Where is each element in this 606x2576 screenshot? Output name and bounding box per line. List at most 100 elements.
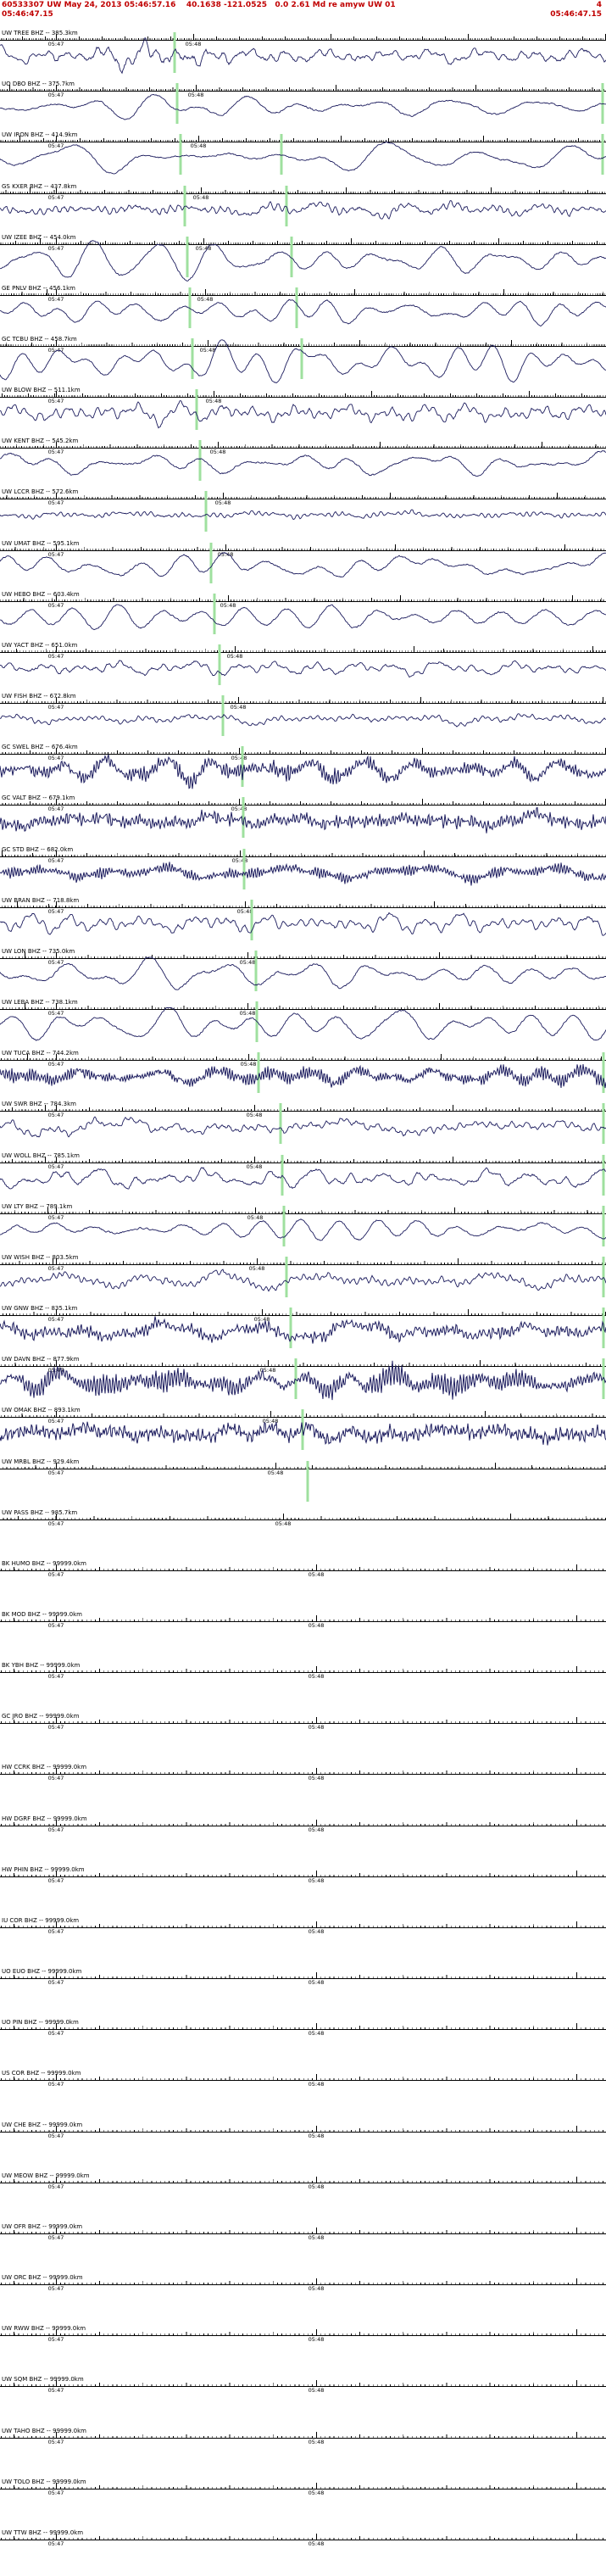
time-axis-line [0,1213,606,1214]
station-label: BK HUMO BHZ -- 99999.0km [2,1559,86,1567]
tick-marks [0,645,606,652]
minute-label: 05:48 [308,2285,325,2292]
phase-marker[interactable] [602,1154,605,1196]
minute-label: 05:47 [47,755,64,762]
phase-marker[interactable] [195,389,198,431]
minute-label: 05:48 [308,1673,325,1681]
minute-label: 05:48 [253,1316,270,1323]
phase-marker[interactable] [255,1001,259,1042]
phase-marker[interactable] [602,1205,605,1246]
trace-row: UW MRBL BHZ -- 929.4km 05:47 05:48 [0,1454,606,1506]
time-axis-line [0,448,606,449]
minute-label: 05:47 [47,1673,64,1681]
phase-marker[interactable] [241,746,244,788]
minute-label: 05:47 [47,295,64,303]
trace-row: GC TCBU BHZ -- 458.7km 05:47 05:48 [0,332,606,384]
minute-label: 05:48 [185,41,202,47]
minute-label: 05:48 [195,244,212,252]
phase-marker[interactable] [602,1256,605,1297]
phase-marker[interactable] [602,1052,605,1094]
station-label: UW GNW BHZ -- 835.1km [2,1305,78,1312]
tick-marks [0,1309,606,1315]
phase-marker[interactable] [218,644,221,685]
phase-marker[interactable] [281,1154,284,1196]
trace-row: BK MOD BHZ -- 99999.0km 05:47 05:48 [0,1607,606,1659]
station-label: UW MRBL BHZ -- 929.4km [2,1458,80,1465]
phase-marker[interactable] [602,1308,605,1348]
phase-marker[interactable] [294,1358,297,1400]
waveform-trace [0,1268,606,1292]
phase-marker[interactable] [254,950,258,991]
trace-row: UW DAVN BHZ -- 877.9km 05:47 05:48 [0,1352,606,1403]
station-label: GC JRO BHZ -- 99999.0km [2,1713,80,1720]
phase-marker[interactable] [280,134,283,176]
phase-marker[interactable] [221,695,225,737]
trace-row: UW TREE BHZ -- 385.3km 05:47 05:48 [0,25,606,77]
minute-label: 05:47 [47,142,64,150]
station-label: UW MEOW BHZ -- 99999.0km [2,2172,90,2179]
phase-marker[interactable] [279,1103,282,1145]
minute-label: 05:48 [308,1622,325,1629]
trace-row: UW CHE BHZ -- 99999.0km 05:47 05:48 [0,2117,606,2169]
minute-label: 05:47 [47,1010,64,1017]
window-start-time-left: 05:46:47.15 [2,10,53,19]
minute-label: 05:47 [47,652,64,660]
phase-marker[interactable] [306,1460,309,1502]
phase-marker[interactable] [242,797,245,839]
phase-marker[interactable] [285,1256,288,1297]
phase-marker[interactable] [179,134,182,176]
phase-marker[interactable] [295,287,298,328]
waveform-trace [0,1218,606,1241]
tick-marks [0,2125,606,2132]
minute-label: 05:48 [247,1213,264,1221]
minute-label: 05:48 [230,704,247,711]
phase-marker[interactable] [209,542,213,583]
phase-marker[interactable] [250,899,253,940]
trace-row: BK HUMO BHZ -- 99999.0km 05:47 05:48 [0,1556,606,1608]
phase-marker[interactable] [213,593,216,634]
minute-label: 05:47 [47,1264,64,1272]
waveform-canvas[interactable] [0,1454,606,1506]
phase-marker[interactable] [242,848,246,889]
phase-marker[interactable] [601,134,604,176]
phase-marker[interactable] [601,83,604,125]
time-axis-line [0,1366,606,1368]
phase-marker[interactable] [285,185,288,226]
phase-marker[interactable] [301,1409,304,1451]
phase-marker[interactable] [289,1308,292,1348]
tick-marks [0,237,606,244]
minute-label: 05:48 [308,2132,325,2139]
phase-marker[interactable] [300,338,303,379]
phase-marker[interactable] [290,236,293,277]
trace-row: GE PNLV BHZ -- 456.1km 05:47 05:48 [0,281,606,332]
phase-marker[interactable] [198,440,202,482]
minute-label: 05:48 [209,449,226,456]
phase-marker[interactable] [602,1103,605,1145]
phase-marker[interactable] [183,185,186,226]
trace-row: UW FISH BHZ -- 672.8km 05:47 05:48 [0,689,606,740]
phase-marker[interactable] [204,491,208,532]
phase-marker[interactable] [191,338,194,379]
time-axis-line [0,1060,606,1062]
phase-marker[interactable] [186,236,189,277]
phase-marker[interactable] [257,1052,260,1094]
station-label: GC STD BHZ -- 682.0km [2,845,74,853]
phase-marker[interactable] [282,1205,286,1246]
tick-marks [0,1207,606,1213]
minute-label: 05:47 [47,1316,64,1323]
tick-marks [0,2278,606,2284]
trace-row: UW LCCR BHZ -- 572.6km 05:47 05:48 [0,484,606,536]
waveform-trace [0,142,606,175]
minute-label: 05:47 [47,398,64,405]
tick-marks [0,2329,606,2336]
trace-row: HW DGRF BHZ -- 99999.0km 05:47 05:48 [0,1811,606,1863]
phase-marker[interactable] [188,287,192,328]
tick-marks [0,442,606,449]
time-axis-line [0,1315,606,1316]
minute-label: 05:48 [308,1927,325,1935]
phase-marker[interactable] [173,32,176,73]
phase-marker[interactable] [175,83,179,125]
phase-marker[interactable] [602,1358,605,1400]
trace-row: UW BRAN BHZ -- 718.8km 05:47 05:48 [0,893,606,945]
minute-label: 05:47 [47,806,64,813]
